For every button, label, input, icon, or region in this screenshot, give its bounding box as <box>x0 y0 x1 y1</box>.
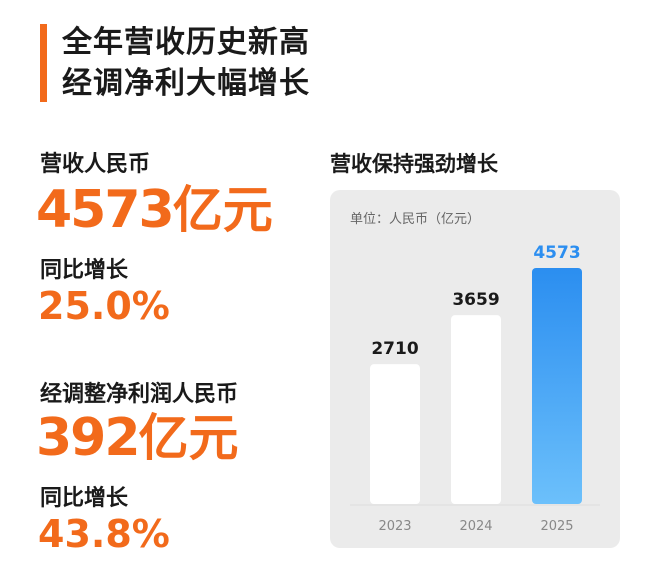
bar-chart: 2710 2023 3659 2024 4573 2025 <box>350 243 600 534</box>
title-line-1: 全年营收历史新高 <box>62 25 310 60</box>
chart-panel: 单位：人民币（亿元） 2710 2023 3659 2024 4573 2025 <box>330 190 620 548</box>
title-accent-bar <box>40 24 47 102</box>
bar-2023 <box>370 364 420 504</box>
page-title: 全年营收历史新高 经调净利大幅增长 <box>62 22 310 104</box>
revenue-growth-label: 同比增长 <box>40 258 129 283</box>
data-label-2024: 3659 <box>452 290 499 310</box>
chart-unit-label: 单位：人民币（亿元） <box>350 212 481 227</box>
revenue-value: 4573亿元 <box>36 180 273 240</box>
bar-2024 <box>451 315 501 504</box>
bar-2025 <box>532 268 582 504</box>
data-label-2023: 2710 <box>371 339 418 359</box>
x-tick-2023: 2023 <box>378 519 411 534</box>
profit-growth-label: 同比增长 <box>40 486 129 511</box>
revenue-number: 4573 <box>36 180 175 240</box>
profit-growth-value: 43.8% <box>38 512 170 556</box>
revenue-unit: 亿元 <box>172 181 273 239</box>
chart-title: 营收保持强劲增长 <box>330 152 498 176</box>
x-tick-2025: 2025 <box>540 519 573 534</box>
x-tick-2024: 2024 <box>459 519 492 534</box>
revenue-growth-value: 25.0% <box>38 284 170 328</box>
title-line-2: 经调净利大幅增长 <box>62 66 310 101</box>
data-label-2025: 4573 <box>533 243 580 263</box>
profit-unit: 亿元 <box>138 409 239 467</box>
profit-number: 392 <box>36 408 141 468</box>
profit-value: 392亿元 <box>36 408 239 468</box>
revenue-label: 营收人民币 <box>40 152 151 177</box>
profit-label: 经调整净利润人民币 <box>40 382 239 407</box>
